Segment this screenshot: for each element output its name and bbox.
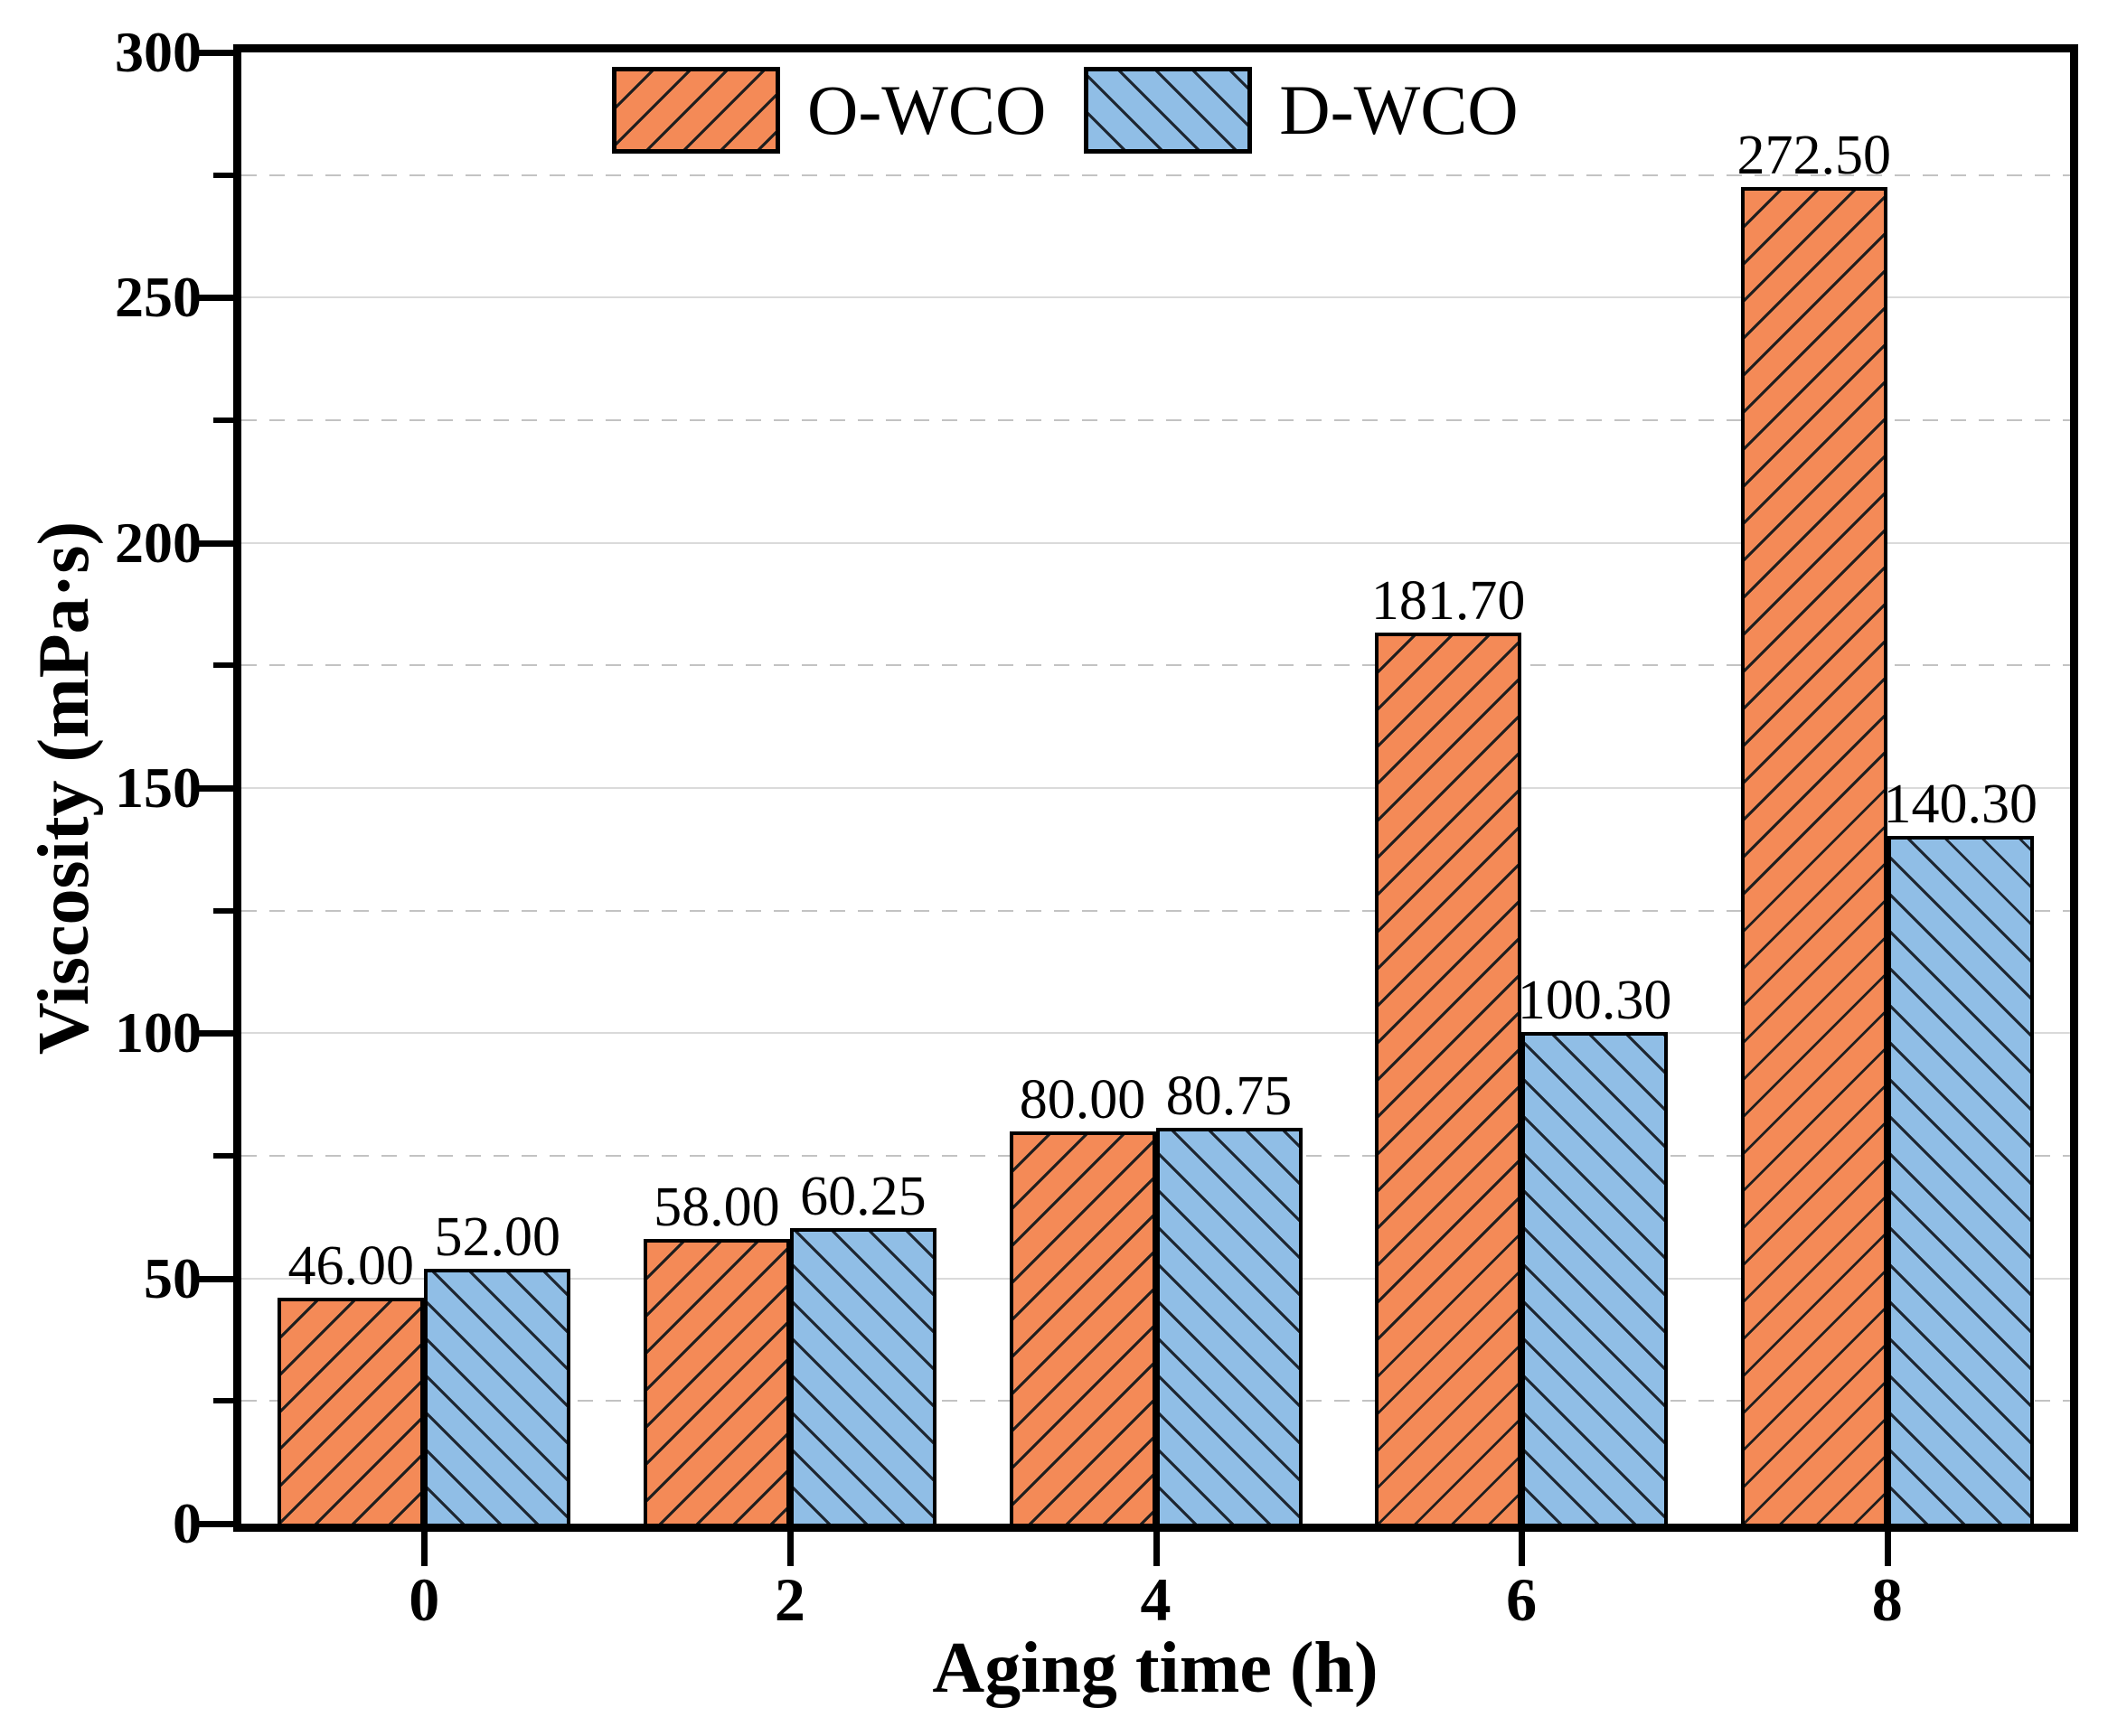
legend: O-WCO D-WCO xyxy=(612,67,1519,154)
bar-label-o-wco-8: 272.50 xyxy=(1736,125,1891,187)
y-tick-label-0: 0 xyxy=(173,1491,202,1555)
bar-o-wco-0 xyxy=(278,1298,425,1524)
bar-o-wco-6 xyxy=(1375,632,1522,1524)
y-minor-tick-125 xyxy=(213,907,233,914)
bar-label-o-wco-4: 80.00 xyxy=(1019,1068,1146,1131)
gridline-minor-175 xyxy=(241,664,2070,667)
y-tick-label-150: 150 xyxy=(115,755,202,820)
gridline-major-150 xyxy=(241,787,2070,789)
gridline-minor-125 xyxy=(241,909,2070,912)
x-major-tick-4 xyxy=(1153,1532,1160,1566)
y-tick-label-100: 100 xyxy=(115,1000,202,1065)
bar-label-d-wco-2: 60.25 xyxy=(800,1166,927,1228)
x-tick-label-0: 0 xyxy=(409,1565,440,1634)
gridline-minor-275 xyxy=(241,174,2070,176)
bar-label-d-wco-4: 80.75 xyxy=(1165,1065,1293,1127)
y-minor-tick-225 xyxy=(213,418,233,423)
y-tick-label-200: 200 xyxy=(115,510,202,575)
y-axis-title: Viscosity (mPa·s) xyxy=(24,521,104,1056)
y-major-tick-0 xyxy=(199,1521,233,1527)
y-minor-tick-275 xyxy=(213,172,233,178)
bar-label-o-wco-0: 46.00 xyxy=(287,1235,415,1298)
legend-label-d-wco: D-WCO xyxy=(1279,70,1519,149)
x-tick-label-2: 2 xyxy=(774,1565,805,1634)
gridline-major-200 xyxy=(241,541,2070,544)
x-major-tick-6 xyxy=(1519,1532,1526,1566)
y-major-tick-200 xyxy=(199,540,233,547)
y-minor-tick-25 xyxy=(213,1398,233,1404)
y-major-tick-50 xyxy=(199,1275,233,1282)
bar-d-wco-8 xyxy=(1887,835,2034,1524)
bar-label-d-wco-0: 52.00 xyxy=(434,1206,561,1268)
y-major-tick-150 xyxy=(199,785,233,792)
bar-o-wco-2 xyxy=(643,1239,790,1524)
legend-item-o-wco: O-WCO xyxy=(612,67,1046,154)
bar-label-d-wco-6: 100.30 xyxy=(1517,969,1672,1031)
x-tick-label-6: 6 xyxy=(1506,1565,1538,1634)
y-tick-label-250: 250 xyxy=(115,265,202,330)
y-major-tick-300 xyxy=(199,50,233,56)
bar-label-o-wco-6: 181.70 xyxy=(1370,569,1526,632)
x-major-tick-2 xyxy=(786,1532,794,1566)
x-tick-label-4: 4 xyxy=(1140,1565,1172,1634)
bar-label-o-wco-2: 58.00 xyxy=(654,1177,780,1239)
bar-d-wco-4 xyxy=(1155,1127,1303,1524)
y-major-tick-100 xyxy=(199,1030,233,1037)
x-axis-title: Aging time (h) xyxy=(932,1628,1379,1708)
gridline-major-100 xyxy=(241,1032,2070,1035)
bar-d-wco-0 xyxy=(424,1268,571,1524)
gridline-major-250 xyxy=(241,296,2070,299)
x-major-tick-8 xyxy=(1884,1532,1891,1566)
bar-label-d-wco-8: 140.30 xyxy=(1883,773,2037,835)
bar-o-wco-8 xyxy=(1740,187,1887,1524)
plot-area: 46.00 52.00 58.00 60.25 80.00 80.75 181.70 100.… xyxy=(241,52,2070,1524)
bar-d-wco-2 xyxy=(789,1228,936,1524)
bar-d-wco-6 xyxy=(1521,1031,1669,1524)
y-tick-label-300: 300 xyxy=(115,20,202,84)
x-tick-label-8: 8 xyxy=(1871,1565,1903,1634)
x-major-tick-0 xyxy=(421,1532,428,1566)
y-minor-tick-75 xyxy=(213,1153,233,1159)
y-minor-tick-175 xyxy=(213,662,233,669)
legend-item-d-wco: D-WCO xyxy=(1084,67,1519,154)
legend-swatch-o-wco xyxy=(612,67,780,154)
plot-frame xyxy=(233,44,2078,1532)
y-major-tick-250 xyxy=(199,295,233,302)
legend-swatch-d-wco xyxy=(1084,67,1253,154)
bar-o-wco-4 xyxy=(1009,1131,1156,1524)
y-tick-label-50: 50 xyxy=(144,1245,202,1310)
gridline-minor-225 xyxy=(241,419,2070,421)
legend-label-o-wco: O-WCO xyxy=(807,70,1047,149)
